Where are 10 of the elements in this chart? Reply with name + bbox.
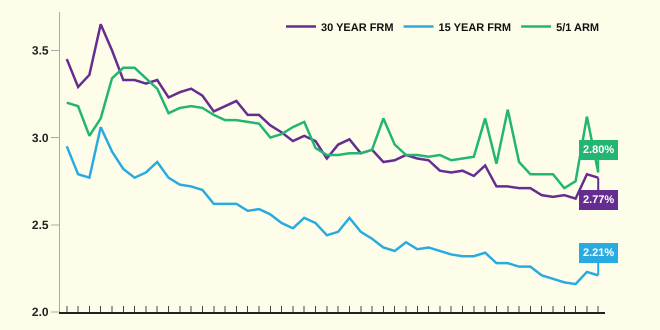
legend-label: 15 YEAR FRM — [438, 22, 512, 34]
y-tick-label: 3.0 — [32, 130, 49, 145]
data-label: 2.77% — [583, 194, 614, 206]
legend-label: 5/1 ARM — [556, 22, 600, 34]
data-label: 2.21% — [583, 247, 614, 259]
legend-label: 30 YEAR FRM — [321, 22, 394, 34]
y-tick-label: 3.5 — [32, 44, 49, 58]
y-tick-label: 2.0 — [32, 305, 49, 320]
data-label: 2.80% — [583, 144, 614, 156]
y-tick-label: 2.5 — [32, 218, 49, 232]
